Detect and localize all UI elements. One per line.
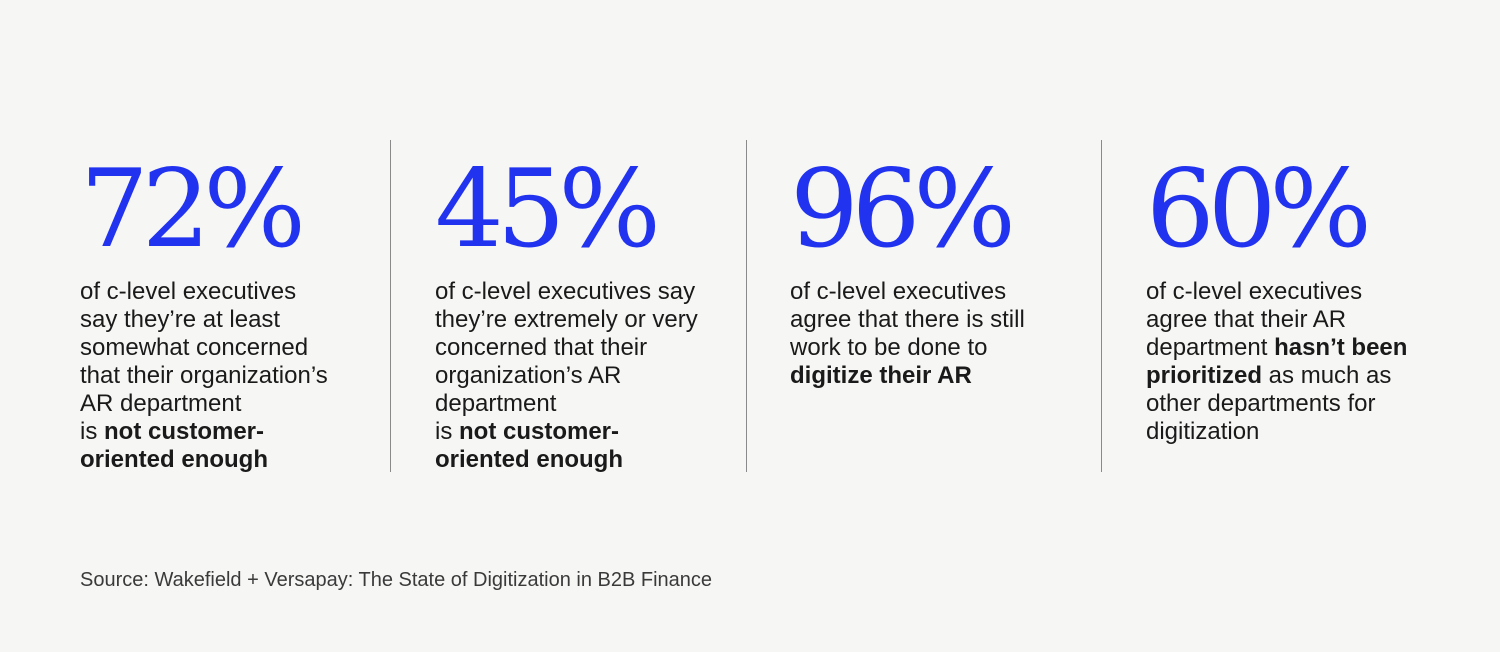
description-line: of c-level executives say xyxy=(435,278,698,306)
description-line: department hasn’t been xyxy=(1146,334,1407,362)
emphasis-text: oriented enough xyxy=(80,446,268,473)
description-line: oriented enough xyxy=(80,446,328,474)
emphasis-text: not customer- xyxy=(459,418,620,445)
body-text: department xyxy=(1146,334,1275,361)
emphasis-text: not customer- xyxy=(104,418,265,445)
description-line: work to be done to xyxy=(790,334,1025,362)
body-text: digitization xyxy=(1146,418,1260,445)
description-line: digitization xyxy=(1146,418,1407,446)
description-line: AR department xyxy=(80,390,328,418)
description-line: digitize their AR xyxy=(790,362,1025,390)
body-text: say they’re at least xyxy=(80,306,281,333)
description-line: agree that there is still xyxy=(790,306,1025,334)
description-line: concerned that their xyxy=(435,334,698,362)
body-text: that their organization’s xyxy=(80,362,328,389)
stat-description: of c-level executives agree that there is… xyxy=(790,278,1025,390)
body-text: organization’s AR xyxy=(435,362,622,389)
description-line: department xyxy=(435,390,698,418)
description-line: oriented enough xyxy=(435,446,698,474)
stat-value: 96% xyxy=(790,147,1016,272)
body-text: work to be done to xyxy=(790,334,988,361)
body-text: AR department xyxy=(80,390,242,417)
stat-value: 60% xyxy=(1146,147,1372,272)
emphasis-text: digitize their AR xyxy=(790,362,972,389)
emphasis-text: hasn’t been xyxy=(1274,334,1408,361)
body-text: somewhat concerned xyxy=(80,334,309,361)
description-line: somewhat concerned xyxy=(80,334,328,362)
description-line: organization’s AR xyxy=(435,362,698,390)
description-line: that their organization’s xyxy=(80,362,328,390)
description-line: agree that their AR xyxy=(1146,306,1407,334)
description-line: prioritized as much as xyxy=(1146,362,1407,390)
stat-value: 72% xyxy=(80,147,306,272)
body-text: department xyxy=(435,390,557,417)
stat-block-4: 60% of c-level executives agree that thei… xyxy=(1146,150,1407,446)
description-line: is not customer- xyxy=(435,418,698,446)
description-line: they’re extremely or very xyxy=(435,306,698,334)
description-line: say they’re at least xyxy=(80,306,328,334)
body-text: of c-level executives xyxy=(80,278,297,305)
column-divider xyxy=(1101,140,1102,472)
stat-block-2: 45% of c-level executives say they’re ext… xyxy=(435,150,698,474)
body-text: is xyxy=(435,418,459,445)
emphasis-text: prioritized xyxy=(1146,362,1263,389)
description-line: of c-level executives xyxy=(80,278,328,306)
body-text: concerned that their xyxy=(435,334,648,361)
column-divider xyxy=(746,140,747,472)
body-text: of c-level executives xyxy=(790,278,1007,305)
body-text: agree that there is still xyxy=(790,306,1025,333)
body-text: they’re extremely or very xyxy=(435,306,698,333)
emphasis-text: oriented enough xyxy=(435,446,623,473)
stat-description: of c-level executives say they’re extreme… xyxy=(435,278,698,474)
body-text: of c-level executives say xyxy=(435,278,696,305)
stat-description: of c-level executives agree that their AR… xyxy=(1146,278,1407,446)
description-line: of c-level executives xyxy=(1146,278,1407,306)
source-citation: Source: Wakefield + Versapay: The State … xyxy=(80,569,713,591)
description-line: other departments for xyxy=(1146,390,1407,418)
body-text: as much as xyxy=(1262,362,1392,389)
stat-description: of c-level executives say they’re at leas… xyxy=(80,278,328,474)
body-text: is xyxy=(80,418,104,445)
stat-block-1: 72% of c-level executives say they’re at … xyxy=(80,150,328,474)
column-divider xyxy=(390,140,391,472)
body-text: other departments for xyxy=(1146,390,1376,417)
description-line: of c-level executives xyxy=(790,278,1025,306)
body-text: agree that their AR xyxy=(1146,306,1347,333)
stat-block-3: 96% of c-level executives agree that ther… xyxy=(790,150,1025,390)
description-line: is not customer- xyxy=(80,418,328,446)
body-text: of c-level executives xyxy=(1146,278,1363,305)
stat-value: 45% xyxy=(435,147,661,272)
